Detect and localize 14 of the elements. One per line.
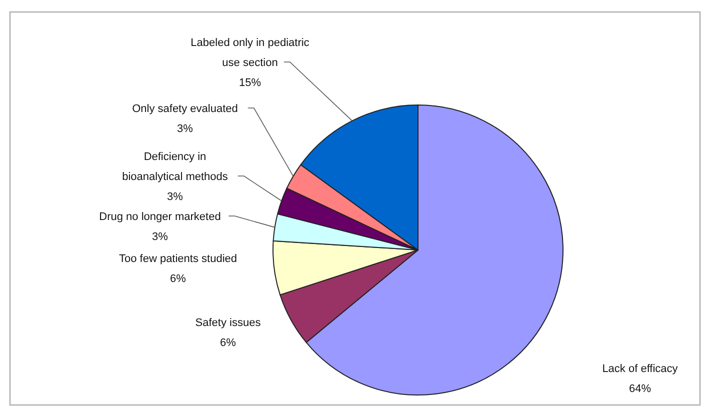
slice-label: Only safety evaluated [132,103,238,115]
slice-label: Deficiency in bioanalytical methods [122,151,228,183]
data-label: 3% [152,231,168,243]
slice-label: Safety issues [195,317,262,329]
slice-label: Drug no longer marketed [99,211,221,223]
data-label: 3% [167,191,184,203]
data-label: 3% [177,123,194,135]
data-label: 6% [220,337,236,349]
slice-label: Too few patients studied [118,253,238,265]
data-label: 64% [628,383,652,395]
slice-label: Lack of efficacy [602,363,678,375]
data-label: 6% [170,273,186,285]
data-label: 15% [238,77,262,89]
slice-label: Labeled only in pediatric use section [190,37,310,69]
